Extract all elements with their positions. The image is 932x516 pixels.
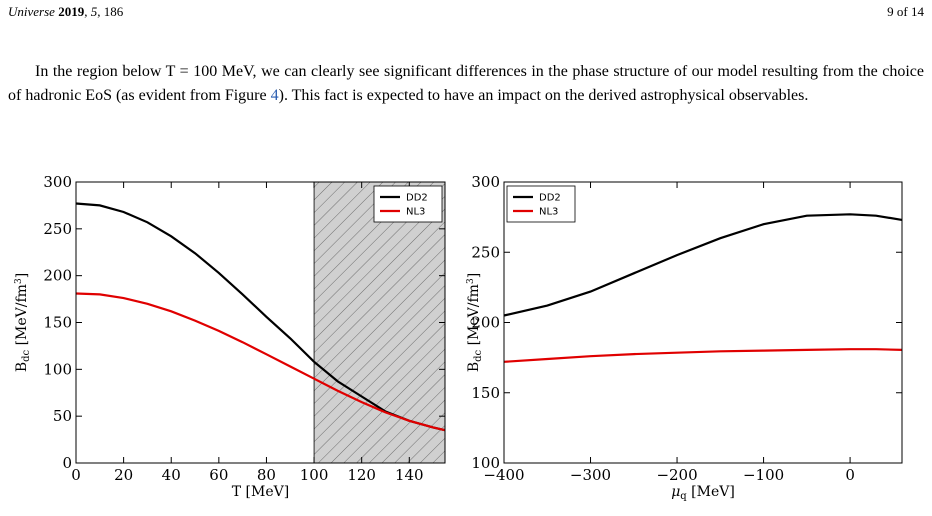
series-line-nl3 — [503, 348, 903, 363]
x-axis-label: μq [MeV] — [671, 484, 735, 502]
journal-year: 2019 — [58, 4, 85, 19]
legend-label-nl3: NL3 — [406, 207, 425, 218]
series-line-dd2 — [503, 213, 903, 317]
x-tick-label: 80 — [257, 466, 276, 484]
x-tick-label: 20 — [114, 466, 133, 484]
x-tick-label: 140 — [395, 466, 424, 484]
y-tick-label: 150 — [471, 384, 500, 402]
y-tick-label: 100 — [43, 360, 72, 378]
y-tick-label: 300 — [471, 173, 500, 191]
x-axis-label: T [MeV] — [232, 484, 289, 500]
series-line-nl3 — [75, 292, 446, 432]
body-paragraph: In the region below T = 100 MeV, we can … — [8, 60, 924, 107]
x-tick-label: 120 — [347, 466, 376, 484]
legend-box — [373, 185, 443, 223]
x-tick-label: −300 — [570, 466, 611, 484]
x-tick-label: 40 — [162, 466, 181, 484]
y-tick-label: 300 — [43, 173, 72, 191]
plot-frame — [503, 181, 903, 464]
y-tick-label: 200 — [471, 314, 500, 332]
legend-label-dd2: DD2 — [539, 193, 561, 204]
x-tick-label: −400 — [483, 466, 524, 484]
y-tick-label: 50 — [53, 407, 72, 425]
legend-label-dd2: DD2 — [406, 193, 428, 204]
y-axis-label: Bdc [MeV/fm3] — [466, 273, 484, 372]
figure-reference-link[interactable]: 4 — [270, 86, 279, 104]
paragraph-text-2: ). This fact is expected to have an impa… — [278, 86, 809, 104]
legend-label-nl3: NL3 — [539, 207, 558, 218]
y-tick-label: 200 — [43, 267, 72, 285]
page-number: 9 of 14 — [887, 4, 924, 19]
y-tick-label: 0 — [62, 454, 72, 472]
x-tick-label: −200 — [656, 466, 697, 484]
figure-right-chart: −400 −300 −200 −100 0 100 150 200 250 300 μq [MeV]… — [466, 173, 903, 502]
journal-name: Universe — [8, 4, 55, 19]
y-axis-label: Bdc [MeV/fm3] — [14, 273, 32, 372]
y-tick-label: 100 — [471, 454, 500, 472]
y-tick-label: 250 — [471, 243, 500, 261]
x-tick-label: 100 — [300, 466, 329, 484]
x-tick-label: −100 — [743, 466, 784, 484]
x-tick-label: 60 — [209, 466, 228, 484]
paragraph-text-1: In the region below T = 100 MeV, we can … — [8, 63, 924, 104]
journal-volume: 5 — [90, 4, 98, 19]
x-tick-label: 0 — [845, 466, 855, 484]
journal-citation: Universe 2019, 5, 186 — [8, 4, 124, 19]
x-tick-label: 0 — [71, 466, 81, 484]
shaded-region-hatch — [313, 181, 446, 464]
article-number: 186 — [103, 4, 124, 19]
y-tick-label: 150 — [43, 314, 72, 332]
legend-box — [506, 185, 576, 223]
page-header: Universe 2019, 5, 186 9 of 14 — [8, 4, 924, 24]
figure-left-chart: 0 20 40 60 80 100 120 140 0 50 100 150 200 250 300 T [M… — [14, 173, 446, 500]
y-tick-label: 250 — [43, 220, 72, 238]
